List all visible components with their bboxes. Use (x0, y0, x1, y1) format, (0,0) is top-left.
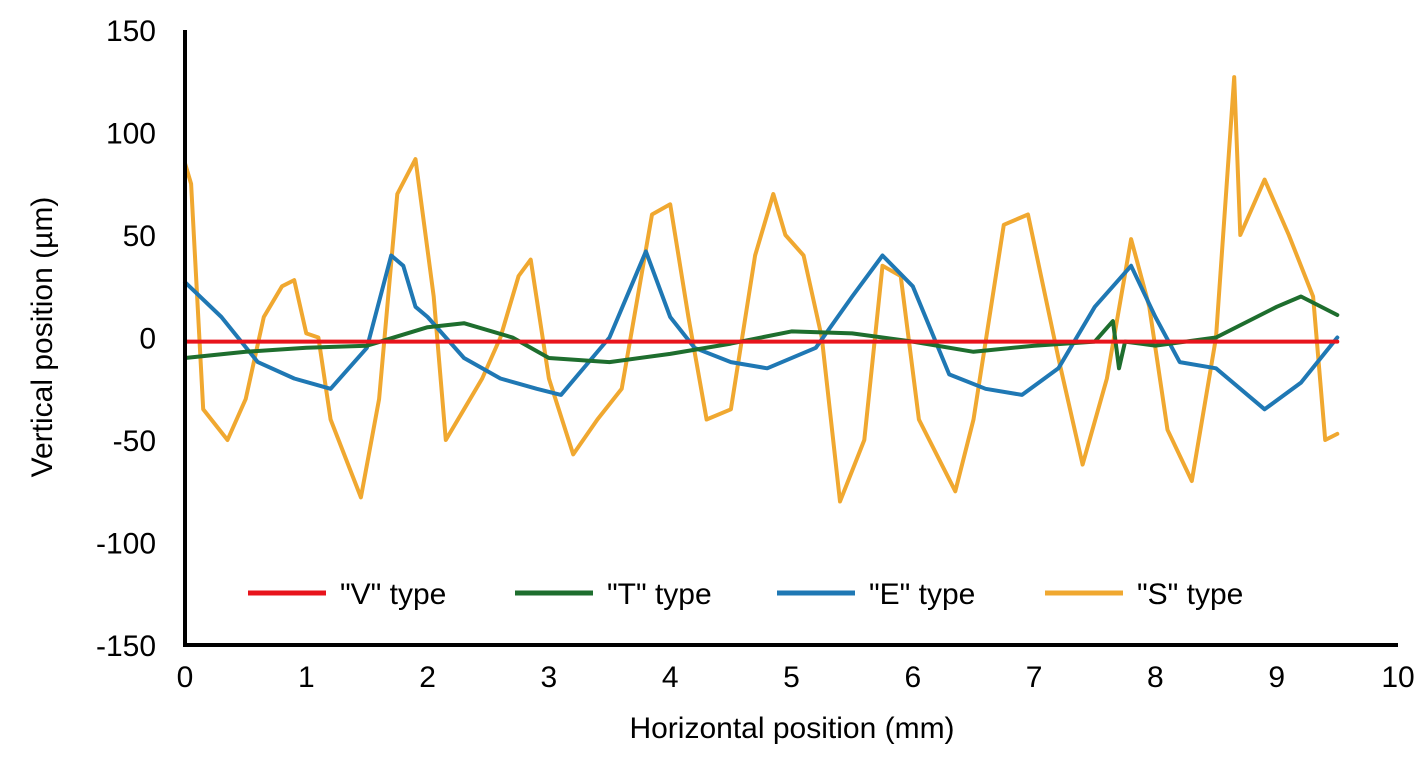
series-line-2 (183, 249, 1340, 412)
x-tick-label: 7 (1026, 661, 1043, 694)
y-tick-label: -150 (96, 630, 156, 663)
x-tick-label: 0 (177, 661, 194, 694)
x-tick-label: 10 (1381, 661, 1414, 694)
legend-label-1: "T" type (607, 578, 712, 611)
series-line-1 (183, 294, 1340, 371)
x-tick-label: 2 (419, 661, 436, 694)
x-tick-label: 5 (783, 661, 800, 694)
y-tick-label: -100 (96, 528, 156, 561)
y-tick-label: 0 (139, 323, 156, 356)
x-tick-label: 3 (541, 661, 558, 694)
y-tick-label: -50 (113, 425, 156, 458)
x-tick-label: 8 (1147, 661, 1164, 694)
series-layer (183, 75, 1340, 504)
x-tick-label: 1 (298, 661, 315, 694)
y-tick-label: 150 (106, 15, 156, 48)
x-tick-label: 9 (1268, 661, 1285, 694)
series-line-3 (183, 75, 1340, 504)
x-tick-label: 4 (662, 661, 679, 694)
legend-label-2: "E" type (869, 578, 975, 611)
y-tick-label: 100 (106, 118, 156, 151)
x-tick-labels: 0 1 2 3 4 5 6 7 8 9 10 (177, 661, 1415, 694)
legend-label-0: "V" type (340, 578, 446, 611)
x-axis-title: Horizontal position (mm) (629, 712, 954, 745)
y-tick-labels: 150 100 50 0 -50 -100 -150 (96, 15, 156, 663)
legend-label-3: "S" type (1137, 578, 1243, 611)
y-axis-title: Vertical position (µm) (26, 197, 59, 478)
legend: "V" type "T" type "E" type "S" type (248, 578, 1243, 611)
x-tick-label: 6 (904, 661, 921, 694)
y-tick-label: 50 (123, 220, 156, 253)
